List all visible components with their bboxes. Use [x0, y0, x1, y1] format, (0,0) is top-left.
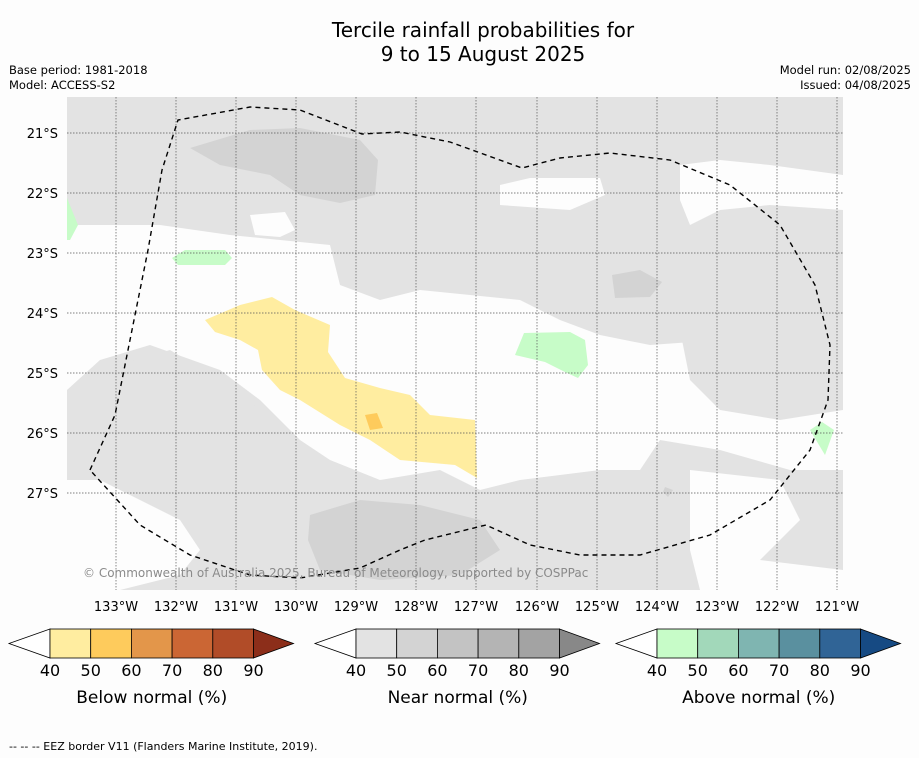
- latitude-labels: 21°S 22°S 23°S 24°S 25°S 26°S 27°S: [27, 127, 58, 502]
- no-signal-patch: [680, 160, 843, 225]
- colorbar-tick-label: 80: [509, 661, 529, 680]
- below-normal-50-60: [365, 413, 383, 430]
- issued-date: Issued: 04/08/2025: [800, 78, 911, 92]
- colorbar-segment: [819, 628, 861, 659]
- near-normal-region-e: [680, 320, 843, 420]
- eez-footnote: -- -- -- EEZ border V11 (Flanders Marine…: [9, 740, 318, 753]
- colorbar-max-extension: [860, 628, 902, 659]
- lon-label: 129°W: [334, 600, 378, 615]
- above-normal-40-50: [515, 332, 588, 378]
- colorbar-segment: [738, 628, 780, 659]
- lon-label: 131°W: [214, 600, 258, 615]
- colorbar-max-extension: [559, 628, 601, 659]
- no-signal-patch: [67, 480, 200, 590]
- colorbar-tick-label: 60: [728, 661, 748, 680]
- colorbar-tick-label: 50: [81, 661, 101, 680]
- no-signal-patch: [500, 178, 605, 210]
- near-normal-region-sw: [67, 350, 300, 460]
- colorbar-segment: [49, 628, 92, 659]
- lon-label: 130°W: [274, 600, 318, 615]
- colorbar-min-extension: [313, 628, 357, 659]
- lat-label: 25°S: [27, 367, 58, 382]
- eez-border: [89, 106, 831, 579]
- colorbar-tick-label: 90: [243, 661, 263, 680]
- colorbar-tick-label: 80: [203, 661, 223, 680]
- lat-label: 23°S: [27, 247, 58, 262]
- colorbar-segment: [436, 628, 479, 659]
- no-signal-patch: [690, 470, 843, 590]
- colorbar-segment: [212, 628, 254, 659]
- colorbar-segment: [90, 628, 132, 659]
- lon-label: 123°W: [695, 600, 739, 615]
- colorbar-tick-label: 40: [40, 661, 60, 680]
- above-normal-40-50: [172, 250, 232, 265]
- probability-field: [67, 97, 843, 590]
- lat-label: 24°S: [27, 307, 58, 322]
- lon-label: 124°W: [635, 600, 679, 615]
- model-run: Model run: 02/08/2025: [779, 63, 911, 77]
- colorbar-max-extension: [253, 628, 295, 659]
- lon-label: 122°W: [755, 600, 799, 615]
- model-name: Model: ACCESS-S2: [9, 78, 116, 92]
- colorbar-tick-label: 40: [647, 661, 667, 680]
- lon-label: 126°W: [515, 600, 559, 615]
- lon-label: 121°W: [815, 600, 859, 615]
- colorbar-title: Near normal (%): [388, 688, 528, 708]
- colorbar-segment: [355, 628, 398, 659]
- colorbar: 40 50 60 70 80 90 Above normal (%): [614, 628, 902, 708]
- lon-label: 132°W: [154, 600, 198, 615]
- colorbar: 40 50 60 70 80 90 Near normal (%): [313, 628, 601, 708]
- run-info: Model run: 02/08/2025 Issued: 04/08/2025: [780, 63, 911, 93]
- near-normal-50-60: [612, 270, 662, 298]
- no-signal-patch: [250, 212, 295, 237]
- colorbar-segment: [477, 628, 520, 659]
- colorbar-segment: [778, 628, 821, 659]
- colorbar-min-extension: [7, 628, 51, 659]
- colorbar-min-extension: [614, 628, 658, 659]
- copyright-notice: © Commonwealth of Australia 2025, Bureau…: [83, 566, 588, 580]
- above-normal-40-50: [67, 198, 78, 240]
- colorbar-segment: [130, 628, 173, 659]
- longitude-labels: 133°W 132°W 131°W 130°W 129°W 128°W 127°W 126°W…: [94, 600, 859, 615]
- title-line-1: Tercile rainfall probabilities for: [331, 18, 635, 42]
- colorbar-tick-label: 90: [549, 661, 569, 680]
- base-period: Base period: 1981-2018: [9, 63, 148, 77]
- colorbar-tick-label: 60: [121, 661, 141, 680]
- lat-label: 27°S: [27, 487, 58, 502]
- title-line-2: 9 to 15 August 2025: [380, 42, 586, 66]
- colorbar: 40 50 60 70 80 90 Below normal (%): [7, 628, 295, 708]
- above-normal-40-50: [810, 422, 834, 455]
- colorbar-tick-label: 70: [468, 661, 488, 680]
- colorbar-tick-label: 40: [346, 661, 366, 680]
- colorbar-tick-label: 70: [162, 661, 182, 680]
- colorbar-tick-label: 90: [850, 661, 870, 680]
- colorbar-title: Below normal (%): [76, 688, 227, 708]
- colorbar-tick-label: 50: [387, 661, 407, 680]
- lon-label: 133°W: [94, 600, 138, 615]
- colorbar-legends: 40 50 60 70 80 90 Below normal (%) 40 50 60 70 80 90…: [7, 628, 902, 708]
- colorbar-segment: [396, 628, 438, 659]
- colorbar-segment: [518, 628, 560, 659]
- lat-label: 26°S: [27, 427, 58, 442]
- lat-label: 21°S: [27, 127, 58, 142]
- no-signal-region: [67, 225, 843, 490]
- colorbar-segment: [171, 628, 214, 659]
- lon-label: 125°W: [575, 600, 619, 615]
- lon-label: 127°W: [454, 600, 498, 615]
- colorbar-tick-label: 80: [810, 661, 830, 680]
- near-normal-50-60: [190, 128, 378, 203]
- lon-label: 128°W: [394, 600, 438, 615]
- model-info: Base period: 1981-2018 Model: ACCESS-S2: [9, 63, 148, 93]
- map-title: Tercile rainfall probabilities for 9 to …: [0, 18, 919, 66]
- colorbar-tick-label: 50: [688, 661, 708, 680]
- colorbar-tick-label: 70: [769, 661, 789, 680]
- lat-label: 22°S: [27, 187, 58, 202]
- colorbar-title: Above normal (%): [682, 688, 835, 708]
- colorbar-segment: [656, 628, 699, 659]
- colorbar-segment: [697, 628, 739, 659]
- colorbar-tick-label: 60: [427, 661, 447, 680]
